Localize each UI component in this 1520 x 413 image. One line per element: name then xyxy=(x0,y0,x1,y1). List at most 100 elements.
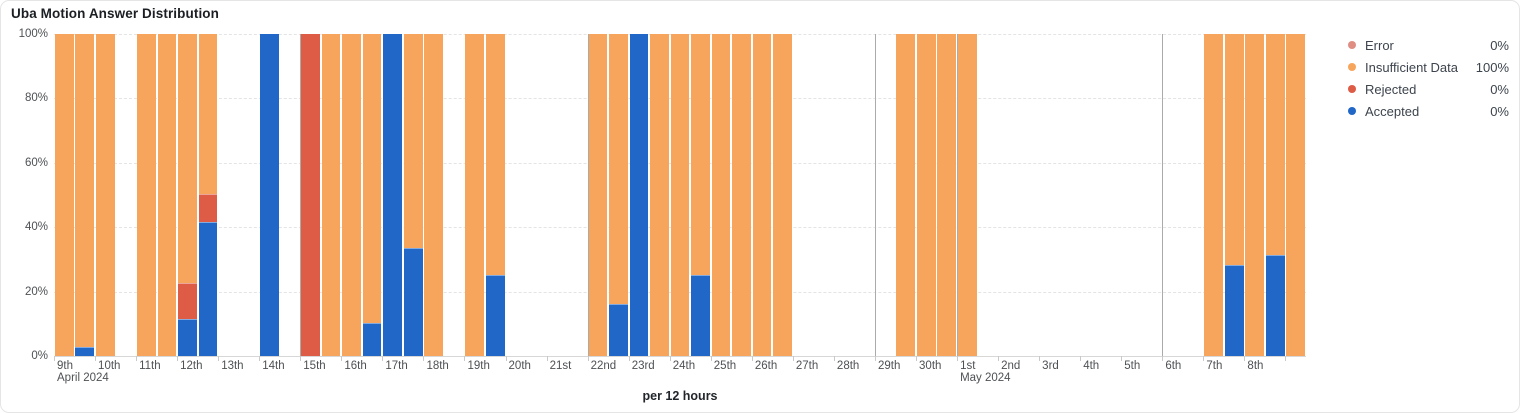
stacked-bar[interactable] xyxy=(1224,34,1244,356)
legend-label: Insufficient Data xyxy=(1365,59,1458,75)
axis-tick xyxy=(1039,356,1041,361)
stacked-bar[interactable] xyxy=(198,34,218,356)
segment-insufficient-data xyxy=(136,34,156,356)
legend: Error 0% Insufficient Data 100% Rejected 0% Ac… xyxy=(1348,34,1509,122)
segment-insufficient-data xyxy=(588,34,608,356)
stacked-bar[interactable] xyxy=(752,34,772,356)
x-tick-label: 23rd xyxy=(631,360,655,372)
x-tick-label: 5th xyxy=(1124,360,1141,372)
stacked-bar[interactable] xyxy=(1245,34,1265,356)
legend-item-rejected[interactable]: Rejected 0% xyxy=(1348,78,1509,100)
x-tick-label: 12th xyxy=(180,360,203,372)
segment-accepted xyxy=(260,34,279,356)
stacked-bar[interactable] xyxy=(588,34,608,356)
stacked-bar[interactable] xyxy=(896,34,916,356)
segment-accepted xyxy=(1224,265,1244,356)
stacked-bar[interactable] xyxy=(178,34,197,356)
stacked-bar[interactable] xyxy=(260,34,279,356)
segment-insufficient-data xyxy=(342,34,361,356)
week-separator-line xyxy=(957,34,959,361)
x-tick-label: 10th xyxy=(98,360,121,372)
segment-insufficient-data xyxy=(752,34,772,356)
stacked-bar[interactable] xyxy=(1286,34,1306,356)
legend-dot-icon xyxy=(1348,41,1356,49)
stacked-bar[interactable] xyxy=(916,34,936,356)
y-tick-label: 100% xyxy=(18,28,48,40)
x-tick-label: 6th xyxy=(1165,360,1182,372)
segment-insufficient-data xyxy=(957,34,977,356)
axis-tick xyxy=(218,356,220,361)
legend-value: 0% xyxy=(1490,81,1509,97)
stacked-bar[interactable] xyxy=(75,34,95,356)
legend-value: 100% xyxy=(1475,59,1509,75)
stacked-bar[interactable] xyxy=(609,34,628,356)
stacked-bar[interactable] xyxy=(301,34,320,356)
stacked-bar[interactable] xyxy=(1265,34,1285,356)
stacked-bar[interactable] xyxy=(465,34,485,356)
stacked-bar[interactable] xyxy=(957,34,977,356)
stacked-bar[interactable] xyxy=(54,34,74,356)
x-tick-label: 4th xyxy=(1083,360,1100,372)
segment-accepted xyxy=(629,34,649,356)
stacked-bar[interactable] xyxy=(711,34,731,356)
x-tick-label: 30th xyxy=(919,360,942,372)
axis-tick xyxy=(710,356,712,361)
segment-insufficient-data xyxy=(424,34,444,356)
y-tick-label: 40% xyxy=(24,221,48,234)
segment-insufficient-data xyxy=(916,34,936,356)
axis-tick xyxy=(957,356,959,361)
axis-tick xyxy=(916,356,918,361)
segment-insufficient-data xyxy=(157,34,177,356)
x-tick-label: 7th xyxy=(1206,360,1223,372)
stacked-bar[interactable] xyxy=(403,34,423,356)
x-tick-label: 17th xyxy=(385,360,408,372)
stacked-bar[interactable] xyxy=(937,34,957,356)
x-tick-label: 13th xyxy=(221,360,244,372)
axis-tick xyxy=(1121,356,1123,361)
x-tick-label: 14th xyxy=(262,360,285,372)
y-tick-label: 60% xyxy=(24,156,48,169)
legend-item-insufficient-data[interactable]: Insufficient Data 100% xyxy=(1348,56,1509,78)
segment-insufficient-data xyxy=(896,34,916,356)
stacked-bar[interactable] xyxy=(136,34,156,356)
stacked-bar[interactable] xyxy=(732,34,751,356)
stacked-bar[interactable] xyxy=(157,34,177,356)
stacked-bar[interactable] xyxy=(362,34,382,356)
axis-tick xyxy=(874,356,876,361)
stacked-bar[interactable] xyxy=(629,34,649,356)
stacked-bar[interactable] xyxy=(1204,34,1223,356)
axis-tick xyxy=(300,356,302,361)
stacked-bar[interactable] xyxy=(773,34,792,356)
x-tick-label: 25th xyxy=(713,360,737,372)
axis-tick xyxy=(669,356,671,361)
axis-tick xyxy=(54,356,55,361)
legend-item-accepted[interactable]: Accepted 0% xyxy=(1348,100,1509,122)
x-tick-label: 24th xyxy=(672,360,696,372)
stacked-bar[interactable] xyxy=(95,34,115,356)
x-tick-label: 1st xyxy=(960,360,976,372)
stacked-bar[interactable] xyxy=(485,34,505,356)
segment-insufficient-data xyxy=(95,34,115,356)
segment-insufficient-data xyxy=(732,34,751,356)
x-tick-label: 11th xyxy=(139,360,161,372)
axis-tick xyxy=(1244,356,1246,361)
segment-insufficient-data xyxy=(362,34,382,323)
x-month-label: May 2024 xyxy=(960,372,1011,384)
axis-tick xyxy=(341,356,343,361)
stacked-bar[interactable] xyxy=(342,34,361,356)
stacked-bar[interactable] xyxy=(321,34,341,356)
stacked-bar[interactable] xyxy=(650,34,669,356)
legend-dot-icon xyxy=(1348,63,1356,71)
legend-item-error[interactable]: Error 0% xyxy=(1348,34,1509,56)
stacked-bar[interactable] xyxy=(691,34,710,356)
segment-insufficient-data xyxy=(1224,34,1244,266)
plot-area: 9th April 2024 10th 11th 12th 13th 14th 15th 16t… xyxy=(54,34,1306,384)
stacked-bar[interactable] xyxy=(424,34,444,356)
stacked-bar[interactable] xyxy=(383,34,402,356)
legend-dot-icon xyxy=(1348,85,1356,93)
stacked-bar[interactable] xyxy=(670,34,690,356)
axis-tick xyxy=(177,356,179,361)
segment-accepted xyxy=(485,274,505,356)
segment-accepted xyxy=(362,322,382,356)
